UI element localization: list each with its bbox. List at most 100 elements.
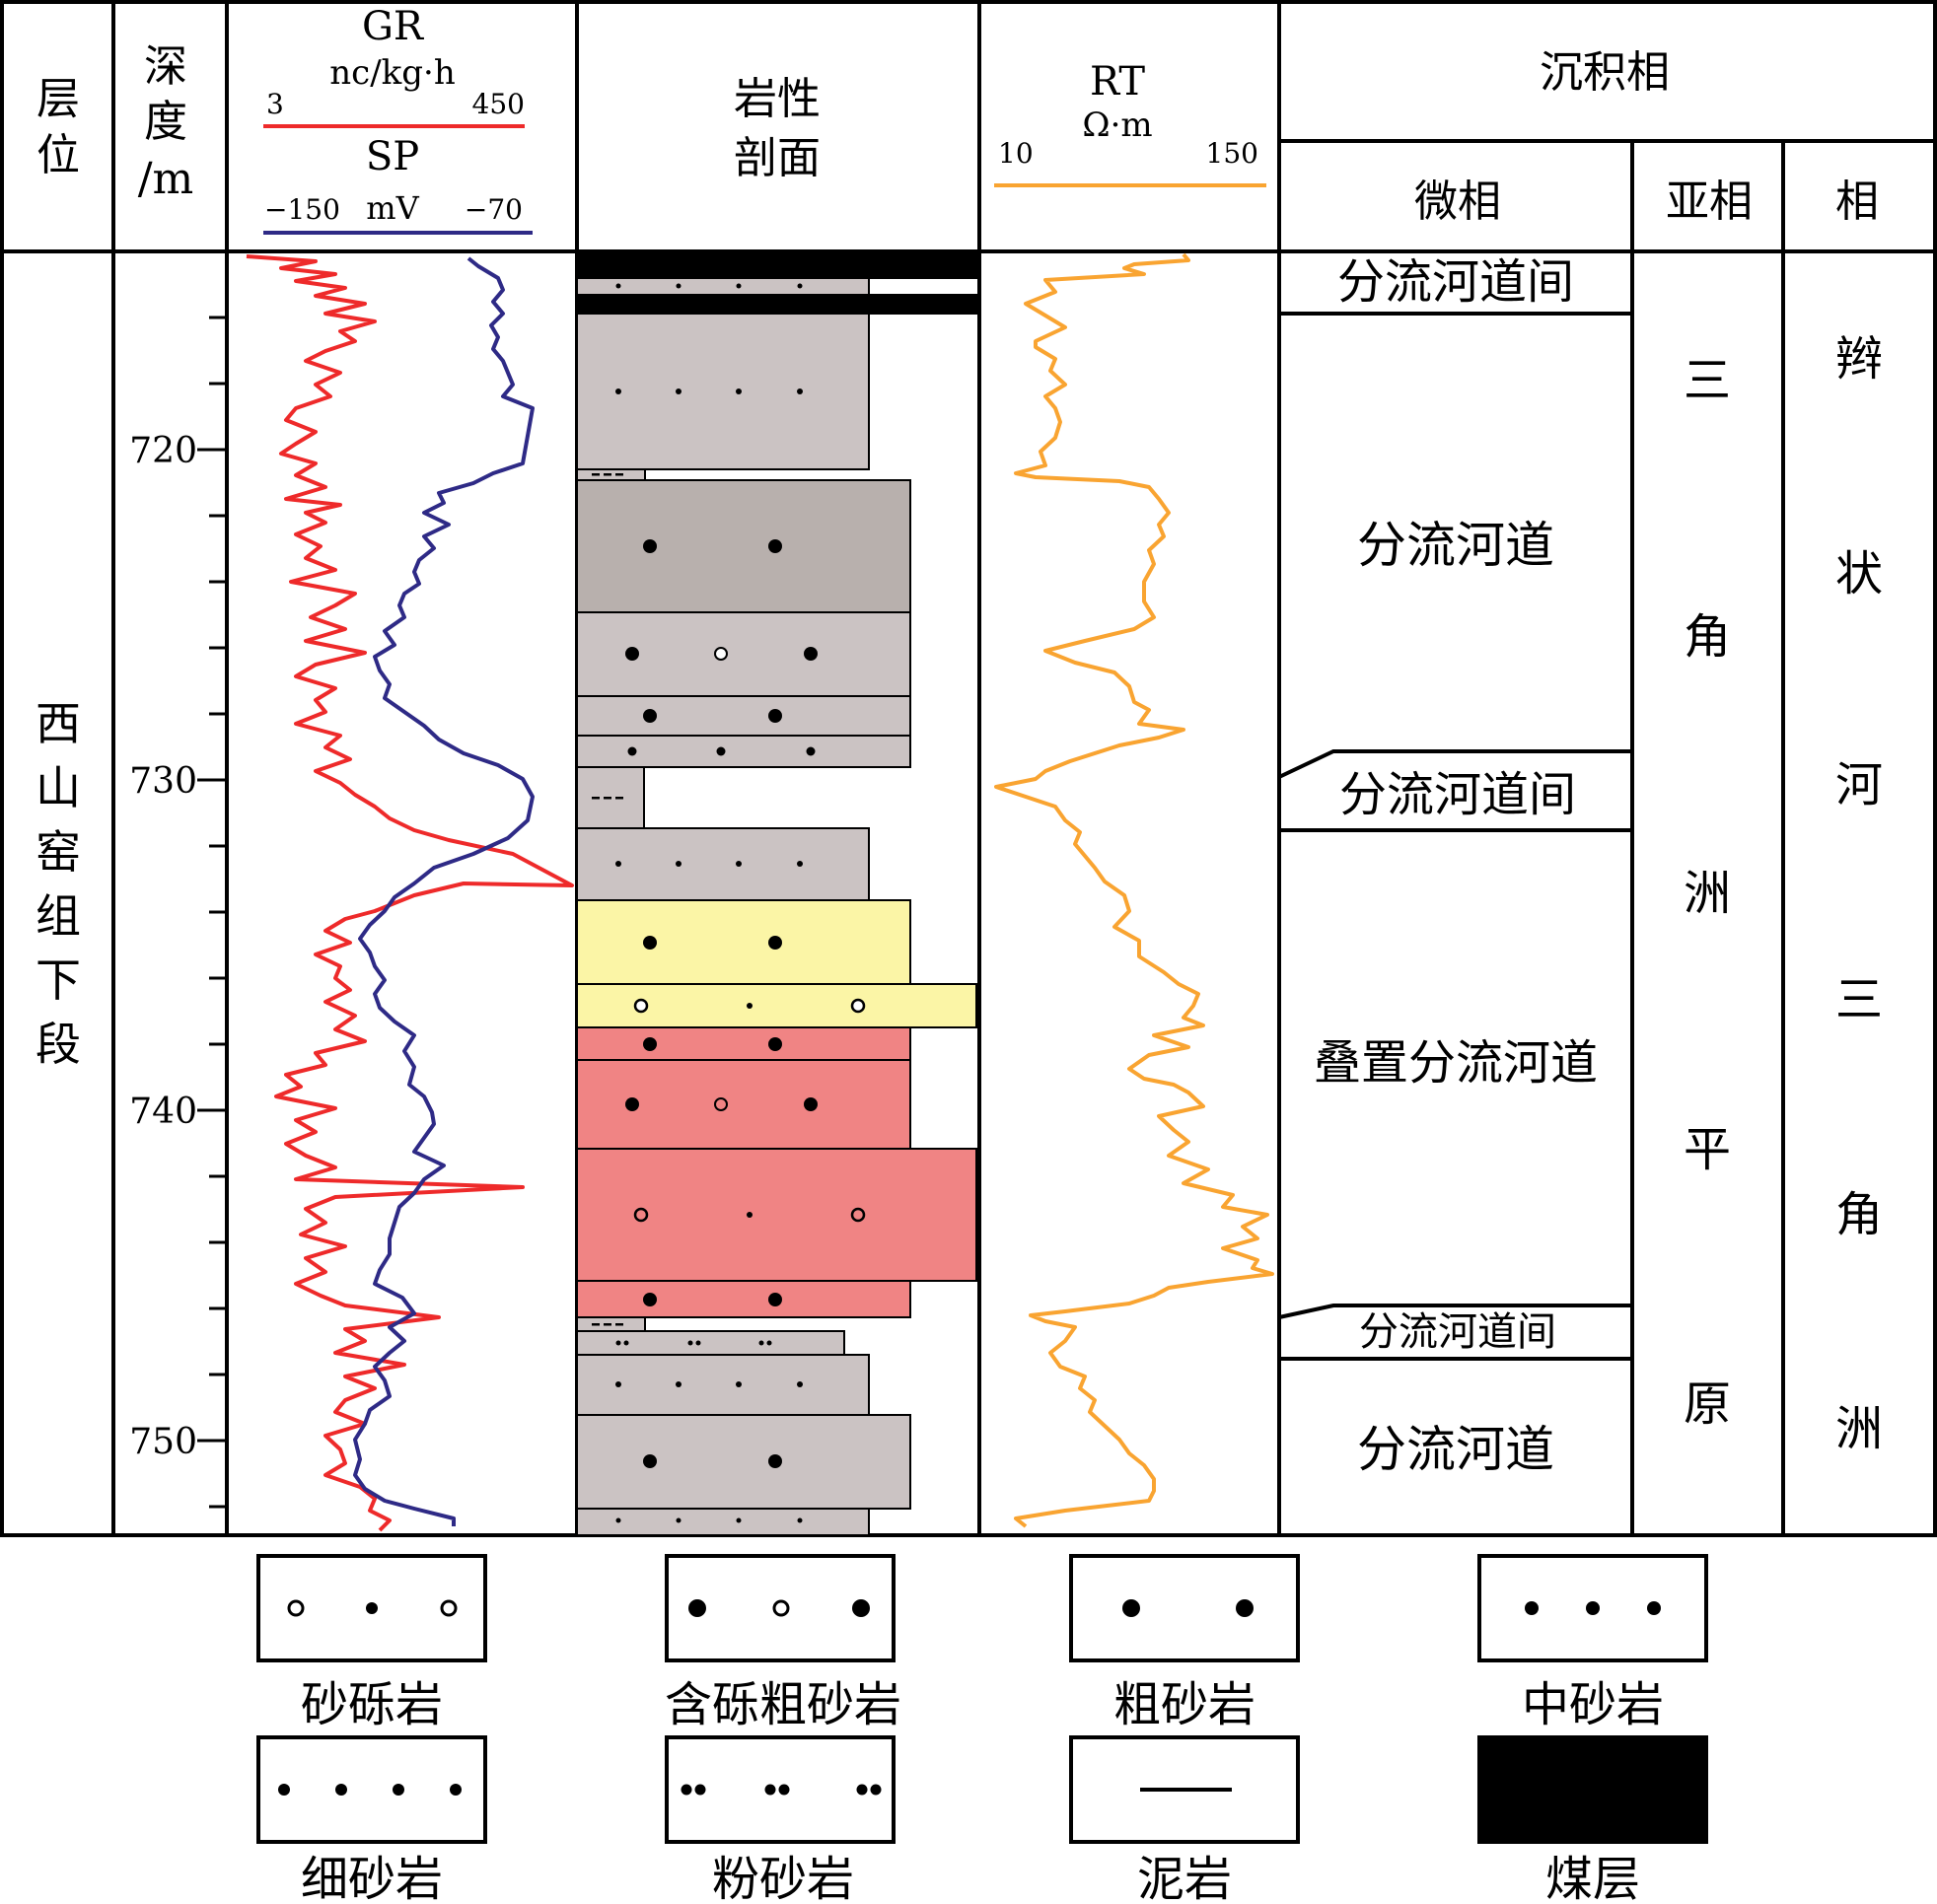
coarse-sandstone-bed [576,695,911,737]
legend-label: 粉砂岩 [712,1852,854,1904]
fine-grain-dot [335,1784,347,1796]
header-rt-max: 150 [1206,137,1258,170]
fine-grain-dot [736,1517,742,1523]
coarse-grain-dot [852,1599,870,1617]
fine-grain-dot [278,1784,290,1796]
mud-dash [615,797,623,800]
table-grid [0,0,1937,1537]
coarse-grain-dot [768,539,782,553]
fine-grain-dot [676,283,682,289]
pebble-circle [850,998,866,1014]
fine-sandstone-bed [576,1354,870,1416]
header-lithology-1: 岩性 [734,74,821,124]
depth-label-730: 730 [129,761,197,802]
medium-grain-dot [627,746,637,756]
fine-grain-dot [736,1381,742,1387]
coarse-sandstone-bed [576,1026,911,1061]
header-subfacies: 亚相 [1666,176,1753,227]
header-depth-2: 度 [144,97,187,147]
header-rt-unit: Ω·m [1082,106,1152,145]
microfacies-interchannel-2: 分流河道间 [1339,767,1576,822]
coarse-grain-dot [643,709,657,723]
header-depth-1: 深 [144,41,187,92]
legend-swatch [1477,1735,1708,1844]
header-gr-max: 450 [472,88,525,120]
legend-label: 泥岩 [1137,1852,1232,1904]
microfacies-interchannel-3: 分流河道间 [1359,1309,1556,1355]
pebble-circle [287,1599,305,1617]
coarse-grain-dot [625,1097,639,1111]
fine-grain-dot [393,1784,404,1796]
coarse-grain-dot [643,1454,657,1468]
coarse-grain-dot [768,1293,782,1306]
coarse-grain-dot [804,647,818,661]
legend-label: 砂砾岩 [301,1677,443,1732]
microfacies-channel-2: 分流河道 [1357,1421,1554,1478]
coarse-sandstone-bed [576,899,911,985]
subfacies-char-4: 平 [1684,1122,1731,1177]
legend-item-medium-sandstone: 中砂岩 [1477,1554,1708,1732]
silt-dot [766,1340,772,1346]
legend-item-coal-seam: 煤层 [1477,1735,1708,1904]
fine-grain-dot [615,388,621,394]
silt-dot [764,1784,776,1796]
header-microfacies: 微相 [1414,176,1501,227]
silt-dot [623,1340,629,1346]
table-border [0,0,1937,1537]
coarse-grain-dot [768,709,782,723]
subfacies-char-2: 角 [1684,609,1731,665]
depth-label-720: 720 [129,431,197,471]
microfacies-boundaries [1278,312,1632,1361]
pebble-circle [850,1207,866,1223]
fine-grain-dot [797,1381,803,1387]
legend-swatch [1069,1554,1300,1662]
coal-bed [576,250,977,279]
silt-dot [870,1784,882,1796]
depth-label-750: 750 [129,1422,197,1462]
header-layer-1: 层 [36,74,80,124]
fine-grain-dot [615,1517,621,1523]
fine-grain-dot [797,1517,803,1523]
microfacies-stacked-channel: 叠置分流河道 [1314,1035,1598,1091]
sand-dot [747,1212,753,1218]
coarse-grain-dot [804,1097,818,1111]
formation-char-1: 西 [36,697,81,750]
microfacies-boundary [1278,749,1632,779]
legend: 砂砾岩 含砾粗砂岩 粗砂岩 中砂岩 细 [256,1554,1708,1904]
coarse-grain-dot [768,1454,782,1468]
legend-item-siltstone: 粉砂岩 [665,1735,896,1904]
microfacies-interchannel-1: 分流河道间 [1337,254,1574,310]
gr-curve [246,254,574,1532]
coarse-grain-dot [643,1037,657,1051]
coarse-grain-dot [688,1599,706,1617]
mud-dash [604,1323,611,1326]
coarse-grain-dot [643,1293,657,1306]
header-layer-2: 位 [36,130,80,180]
coarse-grain-dot [1236,1599,1254,1617]
medium-sandstone-bed [576,1508,870,1536]
header-facies-title: 沉积相 [1540,47,1670,98]
formation-char-6: 段 [36,1018,81,1071]
facies-char-1: 辫 [1835,331,1883,387]
legend-item-fine-sandstone: 细砂岩 [256,1735,487,1904]
coarse-grain-dot [643,539,657,553]
pebble-circle [772,1599,790,1617]
fine-grain-dot [676,1381,682,1387]
coarse-grain-dot [768,1037,782,1051]
silt-dot [856,1784,868,1796]
fine-grain-dot [676,861,682,867]
legend-label: 中砂岩 [1522,1677,1664,1732]
legend-label: 煤层 [1545,1852,1640,1904]
medium-sandstone-bed [576,735,911,768]
legend-swatch [256,1735,487,1844]
sand-dot [747,1003,753,1009]
legend-label: 含砾粗砂岩 [665,1677,901,1732]
formation-char-5: 下 [36,953,81,1007]
subfacies-char-1: 三 [1684,353,1731,408]
header-lithology-2: 剖面 [734,133,821,183]
subfacies-labels: 三 角 洲 平 原 [1684,353,1731,1432]
legend-item-conglomeratic-sandstone: 砂砾岩 [256,1554,487,1732]
coarse-grain-dot [1122,1599,1140,1617]
subfacies-char-3: 洲 [1684,866,1731,921]
pebble-circle [633,1207,649,1223]
